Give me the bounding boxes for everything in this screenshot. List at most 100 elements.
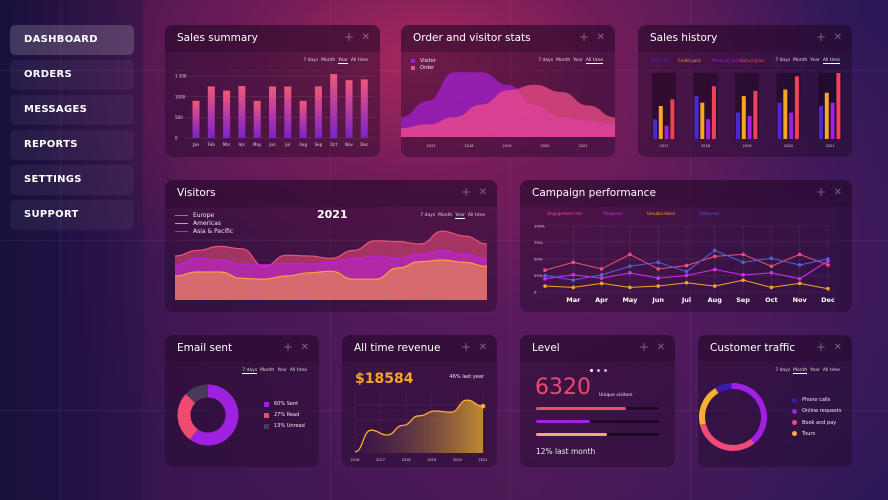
- period-tab-all-time[interactable]: All time: [350, 58, 368, 63]
- add-icon[interactable]: +: [460, 185, 471, 199]
- x-tick-label: Mar: [223, 142, 231, 147]
- chart: Engagement rate Response Unsubscribers Deli…: [534, 211, 835, 304]
- add-icon[interactable]: +: [343, 30, 354, 44]
- nav-orders[interactable]: ORDERS: [10, 60, 134, 90]
- data-point: [713, 254, 717, 259]
- period-tab-month[interactable]: Month: [260, 368, 275, 373]
- close-icon[interactable]: ✕: [300, 342, 309, 353]
- data-point: [713, 284, 717, 288]
- legend-swatch: [411, 66, 415, 70]
- close-icon[interactable]: ✕: [361, 32, 370, 43]
- close-icon[interactable]: ✕: [833, 342, 842, 353]
- progress-fill: [536, 433, 608, 436]
- period-tab-month[interactable]: Month: [438, 213, 453, 218]
- period-tab-all-time[interactable]: All time: [822, 58, 840, 64]
- panel-header: Sales history + ✕: [638, 25, 852, 52]
- period-tabs: 7 days Month Year All time: [538, 58, 603, 64]
- legend-swatch: [264, 412, 269, 418]
- progress-track: [536, 407, 659, 410]
- close-icon[interactable]: ✕: [656, 342, 665, 353]
- period-tab-7-days[interactable]: 7 days: [775, 58, 791, 63]
- nav-settings[interactable]: SETTINGS: [10, 165, 134, 195]
- period-tab-all-time[interactable]: All time: [289, 368, 307, 373]
- data-point: [656, 284, 660, 288]
- legend-item: Visitor: [411, 58, 436, 64]
- period-tab-month[interactable]: Month: [321, 58, 336, 63]
- bar-credit-pack: [741, 96, 746, 139]
- nav-messages[interactable]: MESSAGES: [10, 95, 134, 125]
- bar-unit-price: [736, 112, 740, 139]
- nav-reports[interactable]: REPORTS: [10, 130, 134, 160]
- period-tab-7-days[interactable]: 7 days: [420, 213, 436, 218]
- area-2: [175, 260, 487, 300]
- chart: [174, 230, 488, 300]
- data-point: [543, 277, 547, 281]
- period-tab-7-days[interactable]: 7 days: [242, 368, 258, 374]
- close-icon[interactable]: ✕: [478, 187, 487, 198]
- bar-unit-price: [694, 96, 699, 139]
- add-icon[interactable]: +: [282, 340, 293, 354]
- period-tab-all-time[interactable]: All time: [467, 213, 485, 218]
- data-point: [599, 281, 604, 286]
- close-icon[interactable]: ✕: [596, 32, 605, 43]
- y-tick-label: 0: [534, 290, 537, 295]
- period-tab-year[interactable]: Year: [810, 58, 820, 63]
- period-tab-year[interactable]: Year: [573, 58, 583, 63]
- gridline: [0, 70, 888, 71]
- period-tab-year[interactable]: Year: [338, 58, 348, 64]
- period-tab-7-days[interactable]: 7 days: [538, 58, 554, 63]
- bar-credit-pack: [783, 89, 788, 139]
- panel-header: Sales summary + ✕: [165, 25, 380, 52]
- legend-swatch: [264, 401, 269, 407]
- period-tab-7-days[interactable]: 7 days: [775, 368, 791, 373]
- data-point: [599, 267, 604, 271]
- close-icon[interactable]: ✕: [833, 187, 842, 198]
- legend-item: 60% Sent: [264, 401, 298, 407]
- add-icon[interactable]: +: [578, 30, 589, 44]
- bar-unit-price: [653, 119, 657, 139]
- panel-title: Sales history: [650, 32, 718, 44]
- x-tick-label: Mar: [566, 296, 581, 304]
- bar-mar: [223, 90, 231, 138]
- data-point: [797, 277, 802, 281]
- legend-label: Tours: [802, 430, 816, 437]
- data-point: [571, 273, 576, 277]
- period-tab-month[interactable]: Month: [556, 58, 571, 63]
- x-tick-label: Sep: [736, 296, 750, 304]
- nav-dashboard[interactable]: DASHBOARD: [10, 25, 134, 55]
- x-tick-label: 2021: [579, 144, 588, 148]
- bar-subscription: [670, 99, 675, 139]
- y-tick-label: 500: [175, 115, 183, 120]
- gridline: [0, 410, 888, 411]
- x-tick-label: Sep: [315, 142, 323, 147]
- bar-credit-pack: [824, 92, 829, 139]
- add-icon[interactable]: +: [815, 185, 826, 199]
- panel-title: Email sent: [177, 342, 233, 354]
- period-tab-month[interactable]: Month: [793, 58, 808, 63]
- period-tab-year[interactable]: Year: [455, 213, 465, 219]
- panel-header: Order and visitor stats + ✕: [401, 25, 615, 52]
- add-icon[interactable]: +: [815, 30, 826, 44]
- period-tab-year[interactable]: Year: [277, 368, 287, 373]
- period-tabs: 7 days Month Year All time: [303, 58, 368, 64]
- period-tab-month[interactable]: Month: [793, 368, 808, 374]
- add-icon[interactable]: +: [460, 340, 471, 354]
- legend-label: Europe: [193, 212, 215, 219]
- period-tab-year[interactable]: Year: [810, 368, 820, 373]
- data-point: [543, 284, 547, 288]
- x-tick-label: Dec: [821, 296, 835, 304]
- data-point: [684, 269, 689, 274]
- close-icon[interactable]: ✕: [833, 32, 842, 43]
- bar-premium-access: [664, 125, 669, 139]
- close-icon[interactable]: ✕: [478, 342, 487, 353]
- gridline: [330, 0, 331, 500]
- period-tab-all-time[interactable]: All time: [822, 368, 840, 373]
- nav-support[interactable]: SUPPORT: [10, 200, 134, 230]
- bar-aug: [299, 100, 307, 138]
- period-tab-all-time[interactable]: All time: [585, 58, 603, 64]
- add-icon[interactable]: +: [638, 340, 649, 354]
- period-tab-7-days[interactable]: 7 days: [303, 58, 319, 63]
- add-icon[interactable]: +: [815, 340, 826, 354]
- data-point: [826, 257, 830, 261]
- data-point: [571, 278, 576, 282]
